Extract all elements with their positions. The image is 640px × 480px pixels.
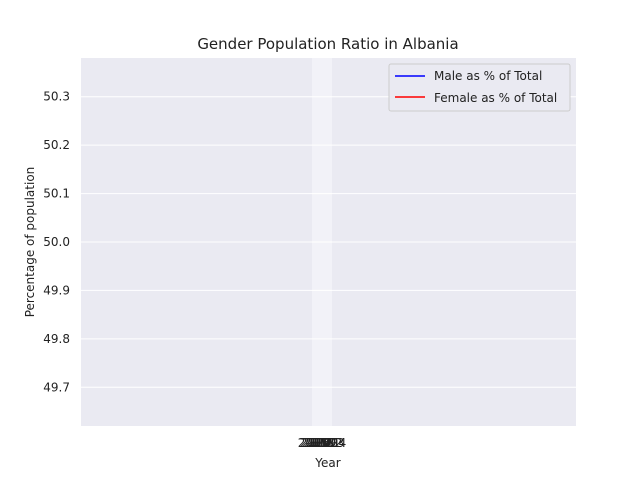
y-axis-label: Percentage of population (23, 167, 37, 318)
x-tick-label: 2016 (300, 436, 331, 450)
legend-label-male: Male as % of Total (434, 69, 542, 83)
y-tick-label: 50.1 (43, 187, 70, 201)
legend-box (388, 63, 571, 112)
y-tick-label: 49.8 (43, 332, 70, 346)
y-ticks: 49.7 49.8 49.9 50.0 50.1 50.2 50.3 (43, 90, 70, 395)
x-tick-label: 2022 (312, 436, 343, 450)
x-axis-label: Year (314, 456, 340, 470)
x-tick-label: 2023 (314, 436, 345, 450)
x-grid (312, 58, 332, 426)
legend-label-female: Female as % of Total (434, 91, 557, 105)
x-tick-label: 2021 (310, 436, 341, 450)
y-tick-label: 50.0 (43, 235, 70, 249)
chart-title: Gender Population Ratio in Albania (197, 35, 458, 53)
x-tick-label: 2018 (304, 436, 335, 450)
x-tick-label: 2020 (308, 436, 339, 450)
x-tick-label: 2015 (298, 436, 329, 450)
x-tick-label: 2017 (302, 436, 333, 450)
x-tick-label: 2024 (316, 436, 347, 450)
y-tick-label: 50.3 (43, 90, 70, 104)
legend: Male as % of Total Female as % of Total (388, 63, 571, 112)
y-tick-label: 49.7 (43, 380, 70, 394)
y-tick-label: 50.2 (43, 138, 70, 152)
y-tick-label: 49.9 (43, 283, 70, 297)
x-tick-label: 2019 (306, 436, 337, 450)
